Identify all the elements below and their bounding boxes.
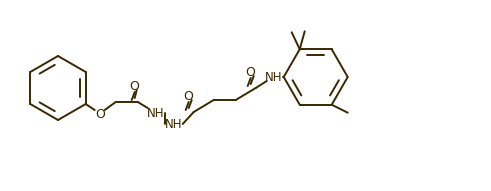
- Text: NH: NH: [165, 117, 183, 130]
- Text: O: O: [129, 79, 138, 92]
- Text: NH: NH: [265, 70, 282, 83]
- Text: O: O: [245, 66, 255, 79]
- Text: O: O: [183, 90, 192, 103]
- Text: O: O: [95, 108, 105, 121]
- Text: NH: NH: [147, 107, 164, 120]
